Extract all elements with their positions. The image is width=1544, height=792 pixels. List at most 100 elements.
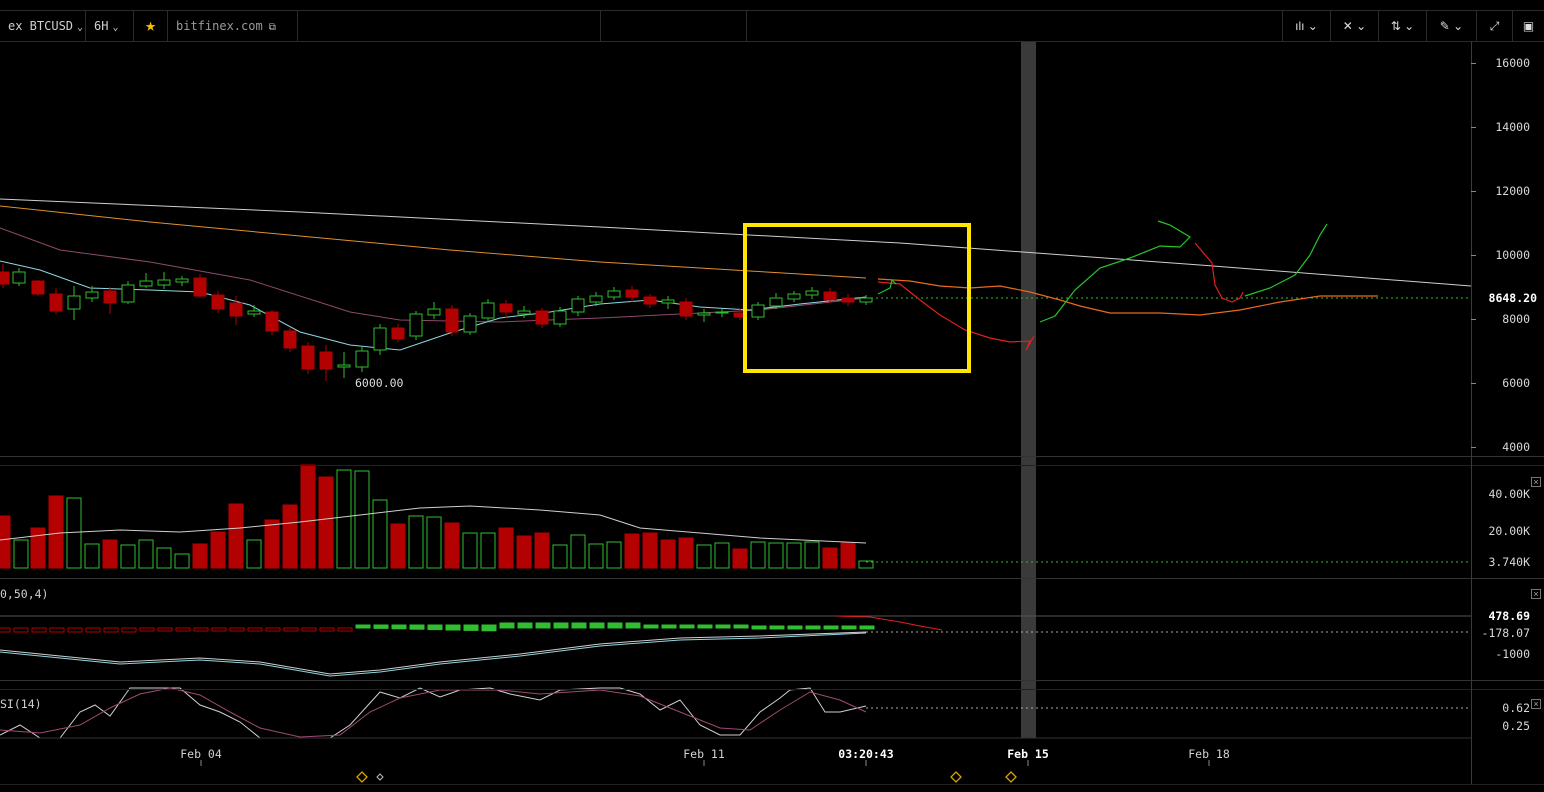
projection-red-dip <box>1194 242 1244 303</box>
volume-axis-label: 40.00K <box>1488 487 1530 501</box>
candle-body <box>589 295 603 303</box>
bar-style-icon: ılı ⌄ <box>1295 19 1318 33</box>
candle-body <box>301 345 315 370</box>
price-axis-border <box>1471 42 1472 784</box>
pane-separator[interactable] <box>0 578 1544 579</box>
projection-green-up <box>1039 220 1191 323</box>
candle-body <box>787 293 801 300</box>
macd-histogram-bar <box>355 624 371 629</box>
macd-histogram-bar <box>103 627 119 633</box>
draw-button[interactable]: ✎ ⌄ <box>1426 11 1476 41</box>
macd-histogram-bar <box>427 624 443 631</box>
close-rsi-pane-icon[interactable]: × <box>1531 699 1541 709</box>
chart-settings-button[interactable]: ▣ <box>1512 11 1544 41</box>
volume-bar <box>408 515 424 569</box>
close-volume-pane-icon[interactable]: × <box>1531 477 1541 487</box>
crosshair-time-label: 03:20:43 <box>838 747 894 761</box>
volume-bar <box>696 544 712 569</box>
candle-body <box>211 294 225 310</box>
data-source-link[interactable]: bitfinex.com ⧉ <box>168 11 298 41</box>
macd-histogram-bar <box>571 622 587 629</box>
trend-line-white <box>0 198 1472 287</box>
close-macd-pane-icon[interactable]: × <box>1531 589 1541 599</box>
axis-tick <box>1471 319 1476 320</box>
candle-body <box>715 311 729 314</box>
rsi-axis-label: 0.62 <box>1502 701 1530 715</box>
candle-body <box>643 296 657 305</box>
volume-bar <box>174 553 190 569</box>
compare-button[interactable]: ⇅ ⌄ <box>1378 11 1426 41</box>
price-candles <box>0 264 873 381</box>
macd-histogram-bar <box>643 624 659 629</box>
macd-histogram-bar <box>373 624 389 629</box>
candle-body <box>517 310 531 315</box>
candle-body <box>49 293 63 312</box>
candle-body <box>481 302 495 319</box>
highlight-box <box>743 223 971 373</box>
volume-bar <box>228 503 244 569</box>
candle-body <box>535 310 549 325</box>
pane-separator <box>0 784 1544 785</box>
event-marker-icon <box>376 773 384 781</box>
candle-body <box>0 271 10 285</box>
pane-separator[interactable] <box>0 456 1544 457</box>
volume-bars <box>0 464 874 569</box>
volume-bar <box>210 531 226 569</box>
axis-tick <box>1471 191 1476 192</box>
axis-tick <box>1471 255 1476 256</box>
projection-orange <box>877 278 1378 316</box>
chart-toolbar: ex BTCUSD ⌄ 6H ⌄ ★ bitfinex.com ⧉ ılı ⌄ ✕ ⌄… <box>0 0 1544 42</box>
indicators-button[interactable]: ✕ ⌄ <box>1330 11 1378 41</box>
volume-bar <box>678 537 694 569</box>
macd-histogram-bar <box>139 627 155 632</box>
interval-label: 6H <box>94 19 109 33</box>
volume-bar <box>264 519 280 569</box>
pane-separator <box>0 689 1544 690</box>
volume-bar <box>48 495 64 569</box>
volume-bar <box>282 504 298 569</box>
candle-body <box>85 291 99 299</box>
macd-histogram-bar <box>409 624 425 630</box>
bar-style-button[interactable]: ılı ⌄ <box>1282 11 1330 41</box>
volume-bar <box>390 523 406 569</box>
rsi-pane-title: SI(14) <box>0 697 42 711</box>
candle-body <box>607 290 621 298</box>
macd-histogram-bar <box>517 622 533 629</box>
rsi-signal-purple <box>0 687 867 738</box>
macd-axis-label: 478.69 <box>1488 609 1530 623</box>
symbol-selector[interactable]: ex BTCUSD ⌄ <box>0 11 86 41</box>
last-price-label: 8648.20 <box>1488 291 1537 305</box>
volume-bar <box>354 470 370 569</box>
volume-bar <box>840 542 856 569</box>
volume-bar <box>858 560 874 569</box>
axis-tick <box>1471 447 1476 448</box>
macd-histogram-bar <box>535 622 551 629</box>
toolbar-spacer <box>298 11 601 41</box>
candle-body <box>409 313 423 337</box>
volume-bar <box>336 469 352 569</box>
volume-axis-label: 3.740K <box>1488 555 1530 569</box>
macd-projection-red <box>834 615 943 631</box>
macd-histogram-bar <box>805 625 821 630</box>
volume-bar <box>192 543 208 569</box>
candle-body <box>337 364 351 368</box>
interval-selector[interactable]: 6H ⌄ <box>86 11 134 41</box>
candle-body <box>103 290 117 304</box>
macd-histogram-bar <box>715 624 731 629</box>
macd-histogram-bar <box>679 624 695 629</box>
external-link-icon: ⧉ <box>268 22 276 33</box>
symbol-label: ex BTCUSD <box>8 19 74 33</box>
time-highlight-band <box>1021 42 1036 738</box>
macd-histogram-bar <box>301 627 317 632</box>
pane-separator[interactable] <box>0 680 1544 681</box>
moving-average-purple <box>0 227 867 323</box>
macd-histogram-bar <box>157 627 173 632</box>
macd-histogram-bar <box>787 625 803 630</box>
fullscreen-button[interactable]: ⤢ <box>1476 11 1512 41</box>
candle-body <box>265 311 279 332</box>
favorite-button[interactable]: ★ <box>134 11 168 41</box>
macd-histogram-bar <box>841 625 857 630</box>
macd-histogram-bar <box>769 625 785 630</box>
volume-bar <box>444 522 460 569</box>
